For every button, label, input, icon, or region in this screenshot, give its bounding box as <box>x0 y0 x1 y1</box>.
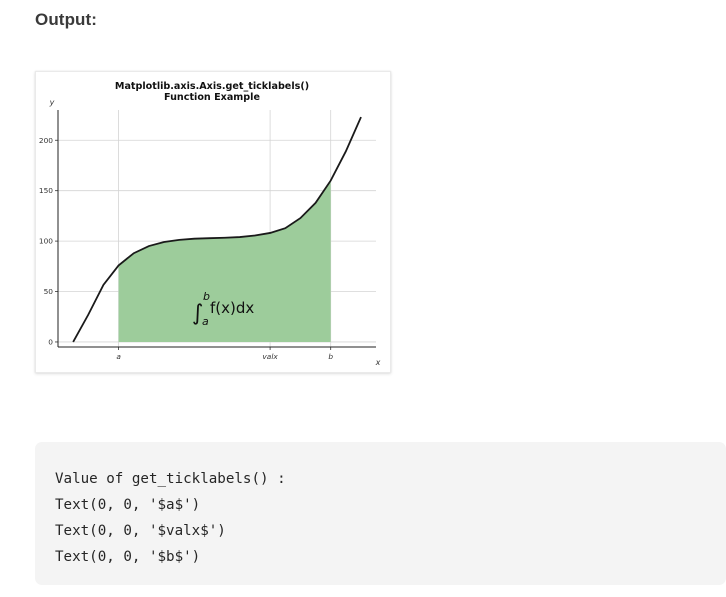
x-axis-label: x <box>375 358 381 367</box>
y-tick-label: 50 <box>44 287 54 296</box>
y-tick-labels: 0 50 100 150 200 <box>39 136 53 347</box>
integral-sign: ∫ <box>192 301 203 326</box>
code-output-line: Text(0, 0, '$b$') <box>55 549 201 565</box>
output-heading: Output: <box>35 10 98 29</box>
y-tick-label: 100 <box>39 237 53 246</box>
code-output-line: Text(0, 0, '$valx$') <box>55 523 226 539</box>
chart-svg: 0 50 100 150 200 a valx b Matplotlib.axis.Axis… <box>39 81 381 367</box>
x-tick-label-b: b <box>328 352 333 361</box>
chart-title-line-1: Matplotlib.axis.Axis.get_ticklabels() <box>115 81 309 92</box>
y-tick-label: 0 <box>48 337 53 346</box>
integral-shaded-area <box>118 180 331 342</box>
code-output-line: Text(0, 0, '$a$') <box>55 497 201 513</box>
x-tick-labels: a valx b <box>116 352 333 361</box>
integral-annotation: ∫ b a f(x)dx <box>192 290 254 328</box>
function-curve <box>72 116 362 343</box>
integral-lower-limit: a <box>202 315 209 328</box>
code-output-line: Value of get_ticklabels() : <box>55 471 286 487</box>
code-output-block: Value of get_ticklabels() : Text(0, 0, '… <box>35 442 726 585</box>
y-axis-label: y <box>49 98 55 107</box>
chart-figure: 0 50 100 150 200 a valx b Matplotlib.axis.Axis… <box>35 71 391 373</box>
x-tick-label-a: a <box>116 352 121 361</box>
x-tick-label-valx: valx <box>262 352 278 361</box>
integral-upper-limit: b <box>203 290 210 303</box>
integral-expression: f(x)dx <box>210 299 254 317</box>
axes-layer <box>55 110 376 350</box>
chart-title-line-2: Function Example <box>164 92 260 103</box>
y-tick-label: 200 <box>39 136 53 145</box>
y-tick-label: 150 <box>39 186 53 195</box>
